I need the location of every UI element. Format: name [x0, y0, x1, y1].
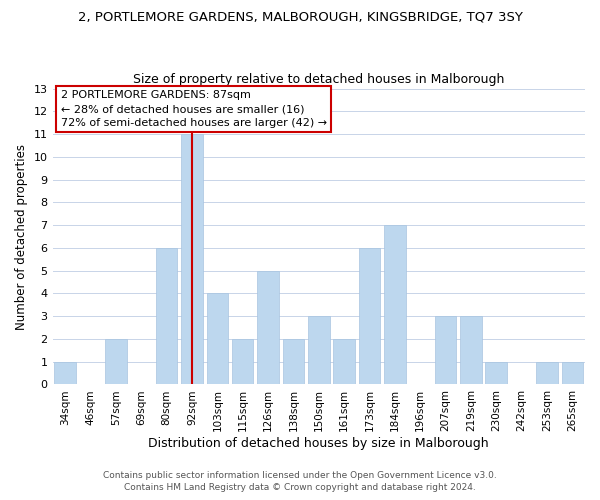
Bar — [257, 270, 279, 384]
Text: Contains public sector information licensed under the Open Government Licence v3: Contains public sector information licen… — [103, 471, 497, 480]
Bar — [562, 362, 583, 384]
Bar — [105, 339, 127, 384]
Bar — [485, 362, 507, 384]
Bar — [206, 294, 228, 384]
Text: Contains HM Land Registry data © Crown copyright and database right 2024.: Contains HM Land Registry data © Crown c… — [124, 484, 476, 492]
Y-axis label: Number of detached properties: Number of detached properties — [15, 144, 28, 330]
Bar — [283, 339, 304, 384]
Bar — [460, 316, 482, 384]
Bar — [334, 339, 355, 384]
Bar — [536, 362, 558, 384]
Bar — [384, 225, 406, 384]
Bar — [359, 248, 380, 384]
X-axis label: Distribution of detached houses by size in Malborough: Distribution of detached houses by size … — [148, 437, 489, 450]
Bar — [308, 316, 329, 384]
Bar — [435, 316, 457, 384]
Bar — [55, 362, 76, 384]
Bar — [181, 134, 203, 384]
Text: 2 PORTLEMORE GARDENS: 87sqm
← 28% of detached houses are smaller (16)
72% of sem: 2 PORTLEMORE GARDENS: 87sqm ← 28% of det… — [61, 90, 326, 128]
Bar — [156, 248, 178, 384]
Text: 2, PORTLEMORE GARDENS, MALBOROUGH, KINGSBRIDGE, TQ7 3SY: 2, PORTLEMORE GARDENS, MALBOROUGH, KINGS… — [77, 10, 523, 23]
Bar — [232, 339, 253, 384]
Title: Size of property relative to detached houses in Malborough: Size of property relative to detached ho… — [133, 73, 505, 86]
